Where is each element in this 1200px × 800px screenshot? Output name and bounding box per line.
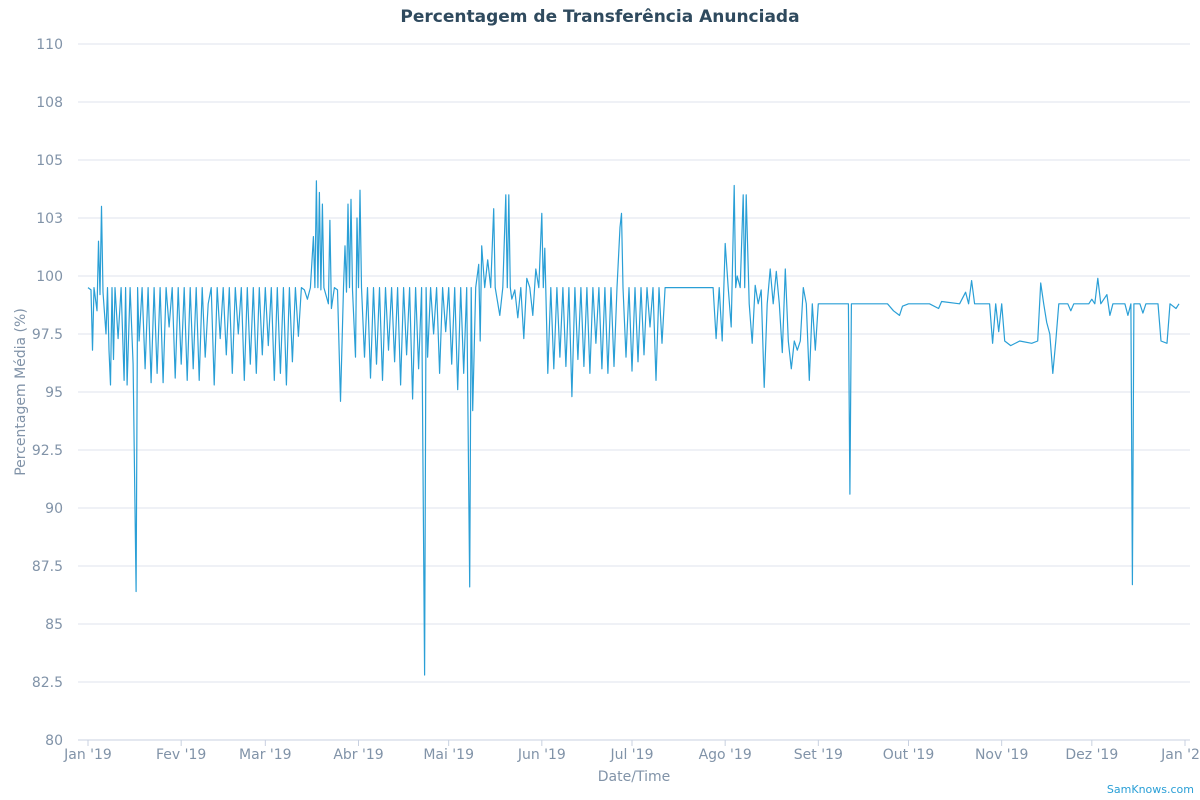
y-tick-label: 103	[36, 211, 63, 227]
x-tick-label: Nov '19	[975, 747, 1028, 763]
x-axis-ticks: Jan '19 Fev '19 Mar '19 Abr '19 Mai '19 Jun '…	[63, 740, 1200, 763]
y-tick-label: 87.5	[32, 559, 63, 575]
y-tick-label: 100	[36, 269, 63, 285]
y-tick-label: 95	[45, 385, 63, 401]
x-tick-label: Abr '19	[333, 747, 383, 763]
x-axis-title: Date/Time	[598, 769, 670, 785]
x-tick-label: Ago '19	[699, 747, 752, 763]
y-tick-label: 110	[36, 37, 63, 53]
x-tick-label: Jan '20	[1160, 747, 1200, 763]
y-tick-label: 105	[36, 153, 63, 169]
gridlines	[78, 43, 1190, 683]
chart-title: Percentagem de Transferência Anunciada	[400, 7, 800, 27]
x-tick-label: Set '19	[794, 747, 843, 763]
x-tick-label: Out '19	[883, 747, 935, 763]
x-tick-label: Jul '19	[609, 747, 653, 763]
y-axis-ticks: 80 82.5 85 87.5 90 92.5 95 97.5 100 103 105 108 110	[32, 37, 63, 749]
x-tick-label: Dez '19	[1065, 747, 1118, 763]
x-tick-label: Mai '19	[423, 747, 474, 763]
credit-link[interactable]: SamKnows.com	[1106, 783, 1194, 796]
y-axis-title: Percentagem Média (%)	[13, 308, 29, 476]
y-tick-label: 80	[45, 733, 63, 749]
y-tick-label: 82.5	[32, 675, 63, 691]
y-tick-label: 85	[45, 617, 63, 633]
series-line	[87, 180, 1180, 676]
y-tick-label: 92.5	[32, 443, 63, 459]
y-tick-label: 97.5	[32, 327, 63, 343]
y-tick-label: 108	[36, 95, 63, 111]
x-tick-label: Fev '19	[156, 747, 206, 763]
x-tick-label: Mar '19	[239, 747, 292, 763]
x-tick-label: Jun '19	[517, 747, 566, 763]
y-tick-label: 90	[45, 501, 63, 517]
x-tick-label: Jan '19	[63, 747, 112, 763]
